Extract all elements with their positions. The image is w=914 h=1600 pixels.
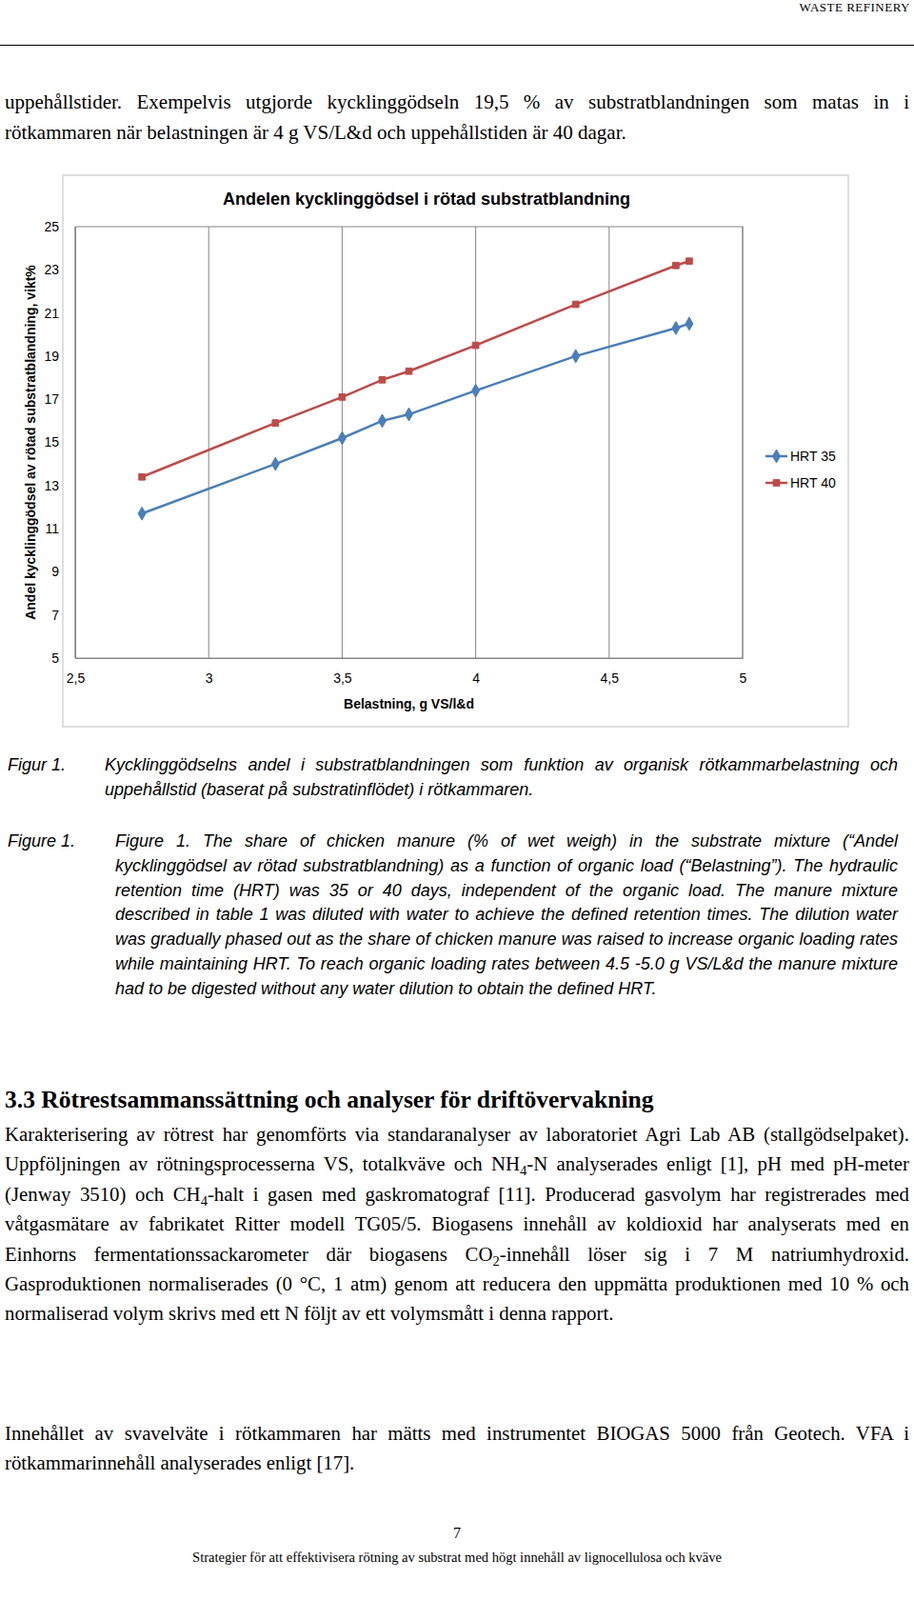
subscript: 4 bbox=[519, 1163, 527, 1179]
plot-frame bbox=[75, 226, 743, 658]
tick-label: 7 bbox=[51, 607, 60, 623]
axis-line bbox=[76, 657, 744, 659]
plot-marks bbox=[138, 258, 694, 520]
tick-label: 9 bbox=[51, 563, 60, 579]
subscript: 2 bbox=[492, 1252, 499, 1269]
marker bbox=[405, 367, 413, 375]
legend-symbol bbox=[773, 449, 781, 463]
axis-line bbox=[75, 227, 77, 659]
tick: 25 bbox=[43, 218, 76, 235]
tick: 7 bbox=[51, 607, 76, 623]
caption-label: Figure 1. bbox=[7, 829, 76, 855]
marker bbox=[271, 457, 279, 471]
running-header: WASTE REFINERY bbox=[799, 0, 911, 16]
tick-label: 23 bbox=[43, 261, 60, 278]
running-footer: Strategier för att effektivisera rötning… bbox=[0, 1549, 914, 1566]
tick-label: 19 bbox=[43, 348, 60, 364]
tick: 9 bbox=[51, 563, 76, 579]
tick-label: 4 bbox=[472, 670, 480, 686]
tick: 4 bbox=[472, 657, 480, 686]
marker bbox=[685, 317, 694, 331]
tick: 17 bbox=[43, 391, 76, 407]
legend: HRT 35 HRT 40 bbox=[765, 448, 836, 491]
legend-label: HRT 40 bbox=[790, 475, 836, 491]
marker bbox=[572, 349, 580, 363]
tick: 5 bbox=[51, 650, 76, 666]
section-heading: 3.3 Rötrestsammanssättning och analyser … bbox=[4, 1085, 654, 1114]
marker bbox=[272, 419, 279, 427]
tick-label: 5 bbox=[739, 670, 748, 686]
y-axis-title: Andel kycklinggödsel av rötad substratbl… bbox=[22, 264, 39, 620]
tick-label: 4,5 bbox=[600, 670, 620, 686]
grid-line bbox=[208, 226, 210, 658]
tick-label: 13 bbox=[43, 477, 60, 494]
tick: 21 bbox=[43, 305, 76, 321]
tick: 13 bbox=[43, 477, 76, 494]
marker bbox=[338, 394, 346, 401]
marker bbox=[138, 506, 146, 520]
page-number: 7 bbox=[0, 1524, 914, 1542]
marker bbox=[378, 376, 386, 383]
tick-label: 5 bbox=[51, 650, 60, 666]
paragraph: Innehållet av svavelväte i rötkammaren h… bbox=[4, 1417, 910, 1478]
legend-label: HRT 35 bbox=[790, 448, 836, 464]
tick-label: 15 bbox=[43, 434, 60, 450]
tick: 5 bbox=[739, 657, 748, 686]
marker bbox=[472, 383, 480, 398]
marker bbox=[405, 407, 414, 421]
legend-item: HRT 35 bbox=[765, 448, 836, 464]
caption-text: Figure 1. The share of chicken manure (%… bbox=[115, 829, 898, 1002]
y-axis: 5 7 9 11 13 15 17 19 21 23 25 bbox=[43, 218, 76, 666]
marker bbox=[337, 431, 346, 445]
paragraph: uppehållstider. Exempelvis utgjorde kyck… bbox=[4, 86, 910, 148]
grid-line bbox=[475, 226, 477, 658]
series-line bbox=[141, 260, 690, 477]
series-line bbox=[141, 323, 690, 514]
legend-item: HRT 40 bbox=[765, 475, 836, 491]
tick-label: 25 bbox=[43, 218, 60, 235]
marker bbox=[686, 258, 694, 265]
tick: 2,5 bbox=[66, 657, 86, 686]
caption-text: Kycklinggödselns andel i substratblandni… bbox=[104, 753, 898, 803]
legend-symbol bbox=[773, 479, 780, 487]
tick: 3,5 bbox=[333, 657, 353, 686]
subscript: 4 bbox=[200, 1192, 208, 1209]
x-axis-title: Belastning, g VS/l&d bbox=[343, 695, 475, 712]
tick: 11 bbox=[44, 520, 76, 537]
tick: 3 bbox=[205, 657, 214, 686]
marker bbox=[572, 300, 579, 308]
marker bbox=[672, 321, 680, 336]
chart: 2,5 3 3,5 4 4,5 5 5 7 9 11 13 15 17 19 21 23 25 Andelen k… bbox=[0, 0, 914, 743]
tick-label: 11 bbox=[44, 520, 60, 537]
chart-title: Andelen kycklinggödsel i rötad substratb… bbox=[222, 189, 631, 209]
header-rule bbox=[0, 44, 914, 46]
text-run: Innehållet av svavelväte i rötkammaren h… bbox=[4, 1421, 910, 1473]
tick: 15 bbox=[43, 434, 76, 450]
chart-border bbox=[62, 175, 849, 727]
tick-label: 3 bbox=[205, 670, 214, 686]
tick-label: 21 bbox=[43, 305, 60, 321]
x-axis: 2,5 3 3,5 4 4,5 5 bbox=[66, 657, 748, 686]
marker bbox=[472, 341, 479, 349]
paragraph: Karakterisering av rötrest har genomfört… bbox=[4, 1118, 910, 1329]
marker bbox=[673, 261, 680, 269]
tick-label: 17 bbox=[43, 391, 60, 407]
tick: 19 bbox=[43, 348, 76, 364]
tick-label: 2,5 bbox=[66, 670, 86, 686]
marker bbox=[139, 473, 146, 480]
grid bbox=[75, 226, 743, 658]
tick: 4,5 bbox=[600, 657, 620, 686]
caption-label: Figur 1. bbox=[7, 753, 66, 778]
marker bbox=[377, 414, 386, 428]
tick-label: 3,5 bbox=[333, 670, 353, 686]
tick: 23 bbox=[43, 261, 76, 278]
